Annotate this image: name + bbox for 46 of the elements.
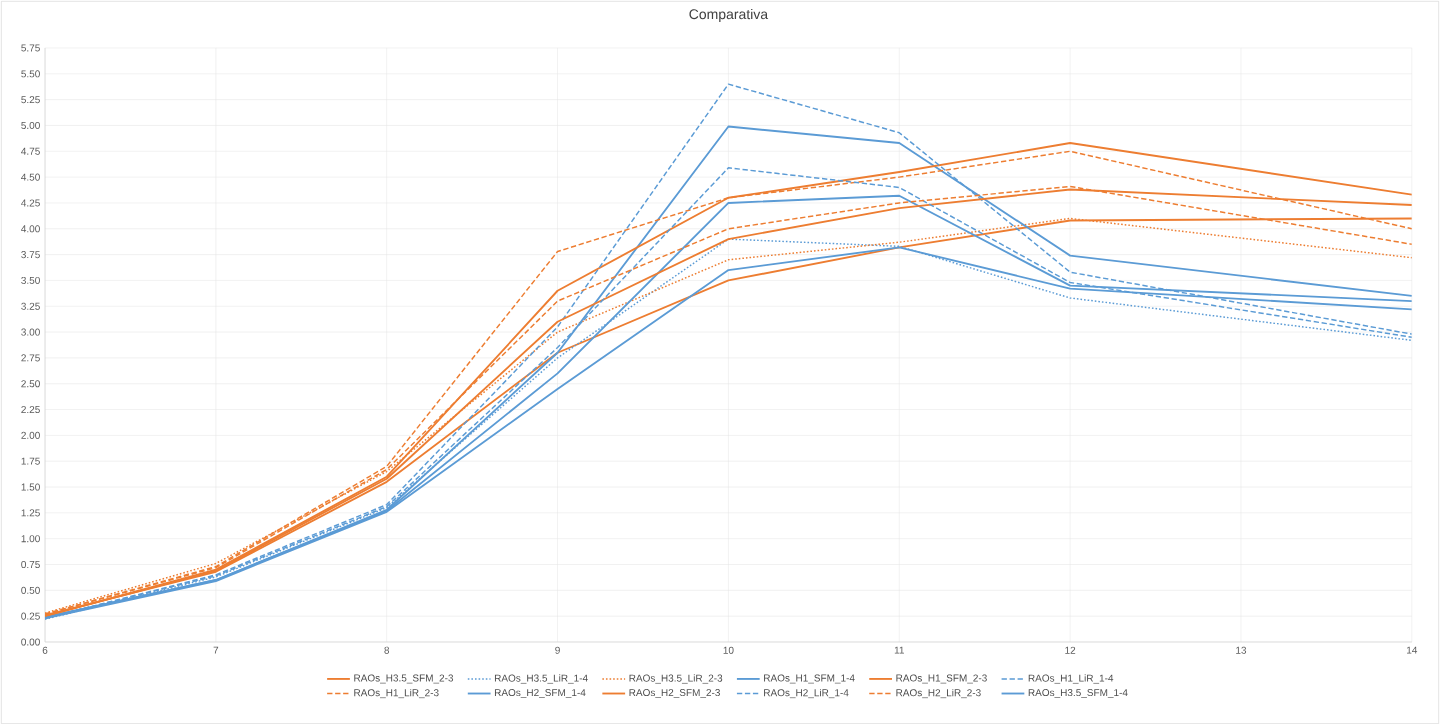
legend-label: RAOs_H1_LiR_1-4: [1028, 674, 1114, 684]
legend-label: RAOs_H3.5_SFM_2-3: [354, 674, 454, 684]
y-tick-label: 1.00: [21, 535, 40, 543]
legend-label: RAOs_H3.5_SFM_1-4: [1028, 689, 1128, 698]
y-tick-label: 2.00: [21, 431, 40, 439]
x-tick-label: 8: [384, 646, 390, 654]
y-tick-label: 3.75: [21, 251, 40, 259]
x-tick-label: 12: [1065, 646, 1076, 654]
y-tick-label: 4.50: [21, 173, 40, 181]
legend-label: RAOs_H1_SFM_1-4: [764, 674, 855, 684]
y-tick-label: 1.25: [21, 509, 40, 517]
y-tick-label: 4.00: [21, 225, 40, 233]
x-tick-label: 9: [555, 646, 560, 654]
y-tick-label: 3.25: [21, 302, 40, 310]
y-tick-label: 0.50: [21, 586, 40, 594]
y-tick-label: 3.50: [21, 276, 40, 284]
y-tick-label: 1.50: [21, 483, 40, 491]
legend-label: RAOs_H2_LiR_2-3: [896, 688, 981, 699]
y-tick-label: 4.25: [21, 199, 40, 207]
legend-label: RAOs_H2_SFM_1-4: [494, 689, 586, 698]
y-tick-label: 2.25: [21, 406, 40, 414]
x-tick-label: 14: [1407, 646, 1418, 654]
legend-label: RAOs_H3.5_LiR_1-4: [494, 674, 588, 684]
chart-title: Comparativa: [689, 8, 769, 22]
y-tick-label: 5.00: [21, 121, 40, 130]
x-tick-label: 10: [723, 646, 734, 654]
x-tick-label: 11: [894, 646, 904, 654]
y-tick-label: 3.00: [21, 328, 40, 336]
x-tick-label: 7: [213, 646, 219, 654]
y-tick-label: 1.75: [21, 457, 40, 465]
y-tick-label: 5.50: [21, 70, 40, 78]
y-tick-label: 5.25: [21, 96, 40, 104]
y-tick-label: 4.75: [21, 147, 40, 155]
y-tick-label: 2.75: [21, 354, 40, 362]
x-tick-label: 13: [1236, 646, 1247, 654]
x-tick-label: 6: [42, 646, 48, 654]
y-tick-label: 5.75: [21, 44, 40, 52]
y-tick-label: 0.00: [21, 638, 40, 646]
legend-label: RAOs_H1_LiR_2-3: [354, 688, 439, 699]
legend-label: RAOs_H2_LiR_1-4: [764, 688, 849, 699]
legend-label: RAOs_H3.5_LiR_2-3: [629, 674, 723, 684]
y-tick-label: 0.25: [21, 612, 40, 620]
y-tick-label: 0.75: [21, 560, 40, 569]
legend-label: RAOs_H2_SFM_2-3: [629, 689, 720, 698]
y-tick-label: 2.50: [21, 380, 40, 388]
legend-label: RAOs_H1_SFM_2-3: [896, 674, 987, 684]
